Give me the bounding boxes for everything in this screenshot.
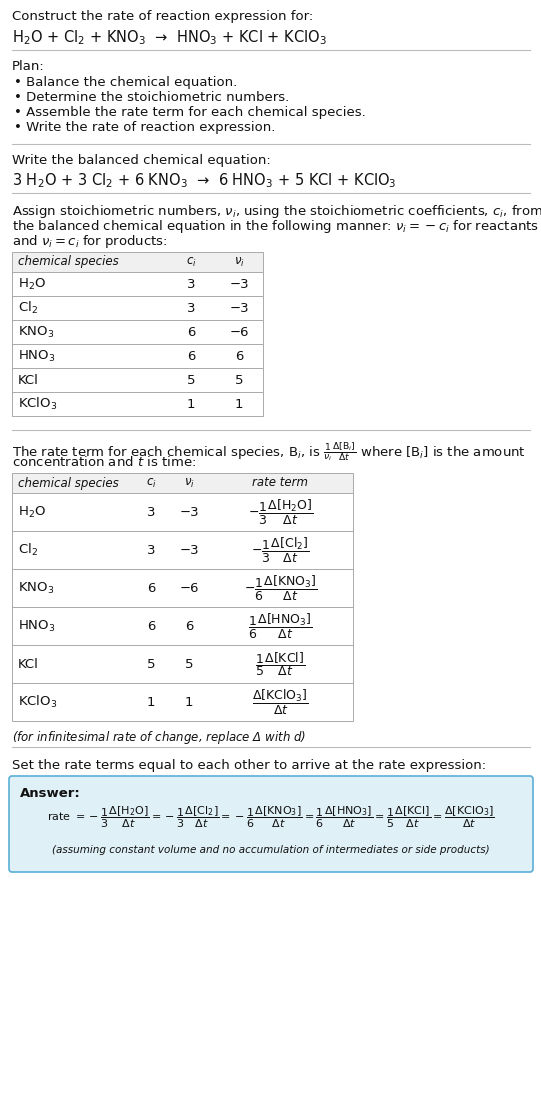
Text: • Assemble the rate term for each chemical species.: • Assemble the rate term for each chemic… xyxy=(14,106,366,119)
Text: 3: 3 xyxy=(147,506,155,518)
Bar xyxy=(12,252,263,272)
Text: chemical species: chemical species xyxy=(18,256,119,268)
Text: $-\dfrac{1}{3}\dfrac{\Delta[\mathrm{H_2O}]}{\Delta t}$: $-\dfrac{1}{3}\dfrac{\Delta[\mathrm{H_2O… xyxy=(248,497,313,526)
Bar xyxy=(12,683,353,721)
Text: KClO$_3$: KClO$_3$ xyxy=(18,694,57,711)
Text: $\dfrac{1}{5}\dfrac{\Delta[\mathrm{KCl}]}{\Delta t}$: $\dfrac{1}{5}\dfrac{\Delta[\mathrm{KCl}]… xyxy=(255,651,306,678)
Text: 5: 5 xyxy=(187,374,195,387)
Text: KCl: KCl xyxy=(18,657,39,671)
Text: and $\nu_i = c_i$ for products:: and $\nu_i = c_i$ for products: xyxy=(12,234,168,250)
Text: KNO$_3$: KNO$_3$ xyxy=(18,580,54,596)
Bar xyxy=(12,473,353,493)
Text: 3 H$_2$O + 3 Cl$_2$ + 6 KNO$_3$  →  6 HNO$_3$ + 5 KCl + KClO$_3$: 3 H$_2$O + 3 Cl$_2$ + 6 KNO$_3$ → 6 HNO$… xyxy=(12,171,397,190)
Text: 6: 6 xyxy=(147,582,155,595)
Text: $-\dfrac{1}{3}\dfrac{\Delta[\mathrm{Cl_2}]}{\Delta t}$: $-\dfrac{1}{3}\dfrac{\Delta[\mathrm{Cl_2… xyxy=(251,536,310,565)
Text: KClO$_3$: KClO$_3$ xyxy=(18,396,57,413)
Text: Cl$_2$: Cl$_2$ xyxy=(18,300,38,316)
Text: The rate term for each chemical species, B$_i$, is $\frac{1}{\nu_i}\frac{\Delta[: The rate term for each chemical species,… xyxy=(12,440,526,463)
Text: 1: 1 xyxy=(184,695,193,708)
Text: 1: 1 xyxy=(147,695,155,708)
Text: concentration and $t$ is time:: concentration and $t$ is time: xyxy=(12,455,196,469)
Bar xyxy=(12,532,353,569)
Bar xyxy=(12,607,353,645)
Text: 6: 6 xyxy=(147,619,155,633)
Text: 5: 5 xyxy=(147,657,155,671)
Text: rate term: rate term xyxy=(253,477,308,489)
Text: 6: 6 xyxy=(187,326,195,338)
Text: chemical species: chemical species xyxy=(18,477,119,489)
Text: $c_i$: $c_i$ xyxy=(186,256,196,269)
Text: Set the rate terms equal to each other to arrive at the rate expression:: Set the rate terms equal to each other t… xyxy=(12,759,486,772)
Text: rate $= -\dfrac{1}{3}\dfrac{\Delta[\mathrm{H_2O}]}{\Delta t} = -\dfrac{1}{3}\dfr: rate $= -\dfrac{1}{3}\dfrac{\Delta[\math… xyxy=(47,805,495,831)
Text: • Write the rate of reaction expression.: • Write the rate of reaction expression. xyxy=(14,121,275,135)
Text: 6: 6 xyxy=(185,619,193,633)
Text: Assign stoichiometric numbers, $\nu_i$, using the stoichiometric coefficients, $: Assign stoichiometric numbers, $\nu_i$, … xyxy=(12,203,541,220)
Text: H$_2$O: H$_2$O xyxy=(18,277,46,291)
Text: Answer:: Answer: xyxy=(20,787,81,800)
Text: HNO$_3$: HNO$_3$ xyxy=(18,618,56,634)
Text: −3: −3 xyxy=(179,544,199,556)
Text: $-\dfrac{1}{6}\dfrac{\Delta[\mathrm{KNO_3}]}{\Delta t}$: $-\dfrac{1}{6}\dfrac{\Delta[\mathrm{KNO_… xyxy=(243,574,318,603)
Text: 6: 6 xyxy=(235,349,243,363)
Text: the balanced chemical equation in the following manner: $\nu_i = -c_i$ for react: the balanced chemical equation in the fo… xyxy=(12,218,539,235)
Text: 5: 5 xyxy=(184,657,193,671)
Bar xyxy=(12,569,353,607)
Text: 1: 1 xyxy=(187,397,195,410)
Text: −6: −6 xyxy=(229,326,249,338)
Text: $c_i$: $c_i$ xyxy=(146,476,156,489)
Text: (assuming constant volume and no accumulation of intermediates or side products): (assuming constant volume and no accumul… xyxy=(52,845,490,855)
Bar xyxy=(12,645,353,683)
Text: 1: 1 xyxy=(235,397,243,410)
Text: $\nu_i$: $\nu_i$ xyxy=(234,256,245,269)
Text: • Balance the chemical equation.: • Balance the chemical equation. xyxy=(14,76,237,89)
Text: KNO$_3$: KNO$_3$ xyxy=(18,325,54,339)
Text: Construct the rate of reaction expression for:: Construct the rate of reaction expressio… xyxy=(12,10,313,23)
Text: −3: −3 xyxy=(179,506,199,518)
Text: Write the balanced chemical equation:: Write the balanced chemical equation: xyxy=(12,153,270,167)
Text: 3: 3 xyxy=(187,301,195,315)
Text: $\dfrac{1}{6}\dfrac{\Delta[\mathrm{HNO_3}]}{\Delta t}$: $\dfrac{1}{6}\dfrac{\Delta[\mathrm{HNO_3… xyxy=(248,612,313,641)
Text: HNO$_3$: HNO$_3$ xyxy=(18,348,56,364)
Bar xyxy=(12,393,263,416)
Text: 6: 6 xyxy=(187,349,195,363)
Text: −3: −3 xyxy=(229,301,249,315)
Text: Plan:: Plan: xyxy=(12,60,45,73)
Text: 5: 5 xyxy=(235,374,243,387)
Text: (for infinitesimal rate of change, replace Δ with $d$): (for infinitesimal rate of change, repla… xyxy=(12,729,306,746)
Text: −3: −3 xyxy=(229,278,249,290)
Text: H$_2$O + Cl$_2$ + KNO$_3$  →  HNO$_3$ + KCl + KClO$_3$: H$_2$O + Cl$_2$ + KNO$_3$ → HNO$_3$ + KC… xyxy=(12,28,327,47)
Bar xyxy=(12,296,263,320)
Bar xyxy=(12,344,263,368)
Text: 3: 3 xyxy=(147,544,155,556)
Text: $\nu_i$: $\nu_i$ xyxy=(183,476,194,489)
Text: −6: −6 xyxy=(179,582,199,595)
Bar xyxy=(12,493,353,532)
Bar xyxy=(12,320,263,344)
Text: • Determine the stoichiometric numbers.: • Determine the stoichiometric numbers. xyxy=(14,91,289,105)
Bar xyxy=(12,368,263,393)
Bar xyxy=(12,272,263,296)
Text: H$_2$O: H$_2$O xyxy=(18,505,46,519)
Text: 3: 3 xyxy=(187,278,195,290)
Text: $\dfrac{\Delta[\mathrm{KClO_3}]}{\Delta t}$: $\dfrac{\Delta[\mathrm{KClO_3}]}{\Delta … xyxy=(252,687,309,716)
Text: Cl$_2$: Cl$_2$ xyxy=(18,542,38,558)
FancyBboxPatch shape xyxy=(9,776,533,872)
Text: KCl: KCl xyxy=(18,374,39,387)
